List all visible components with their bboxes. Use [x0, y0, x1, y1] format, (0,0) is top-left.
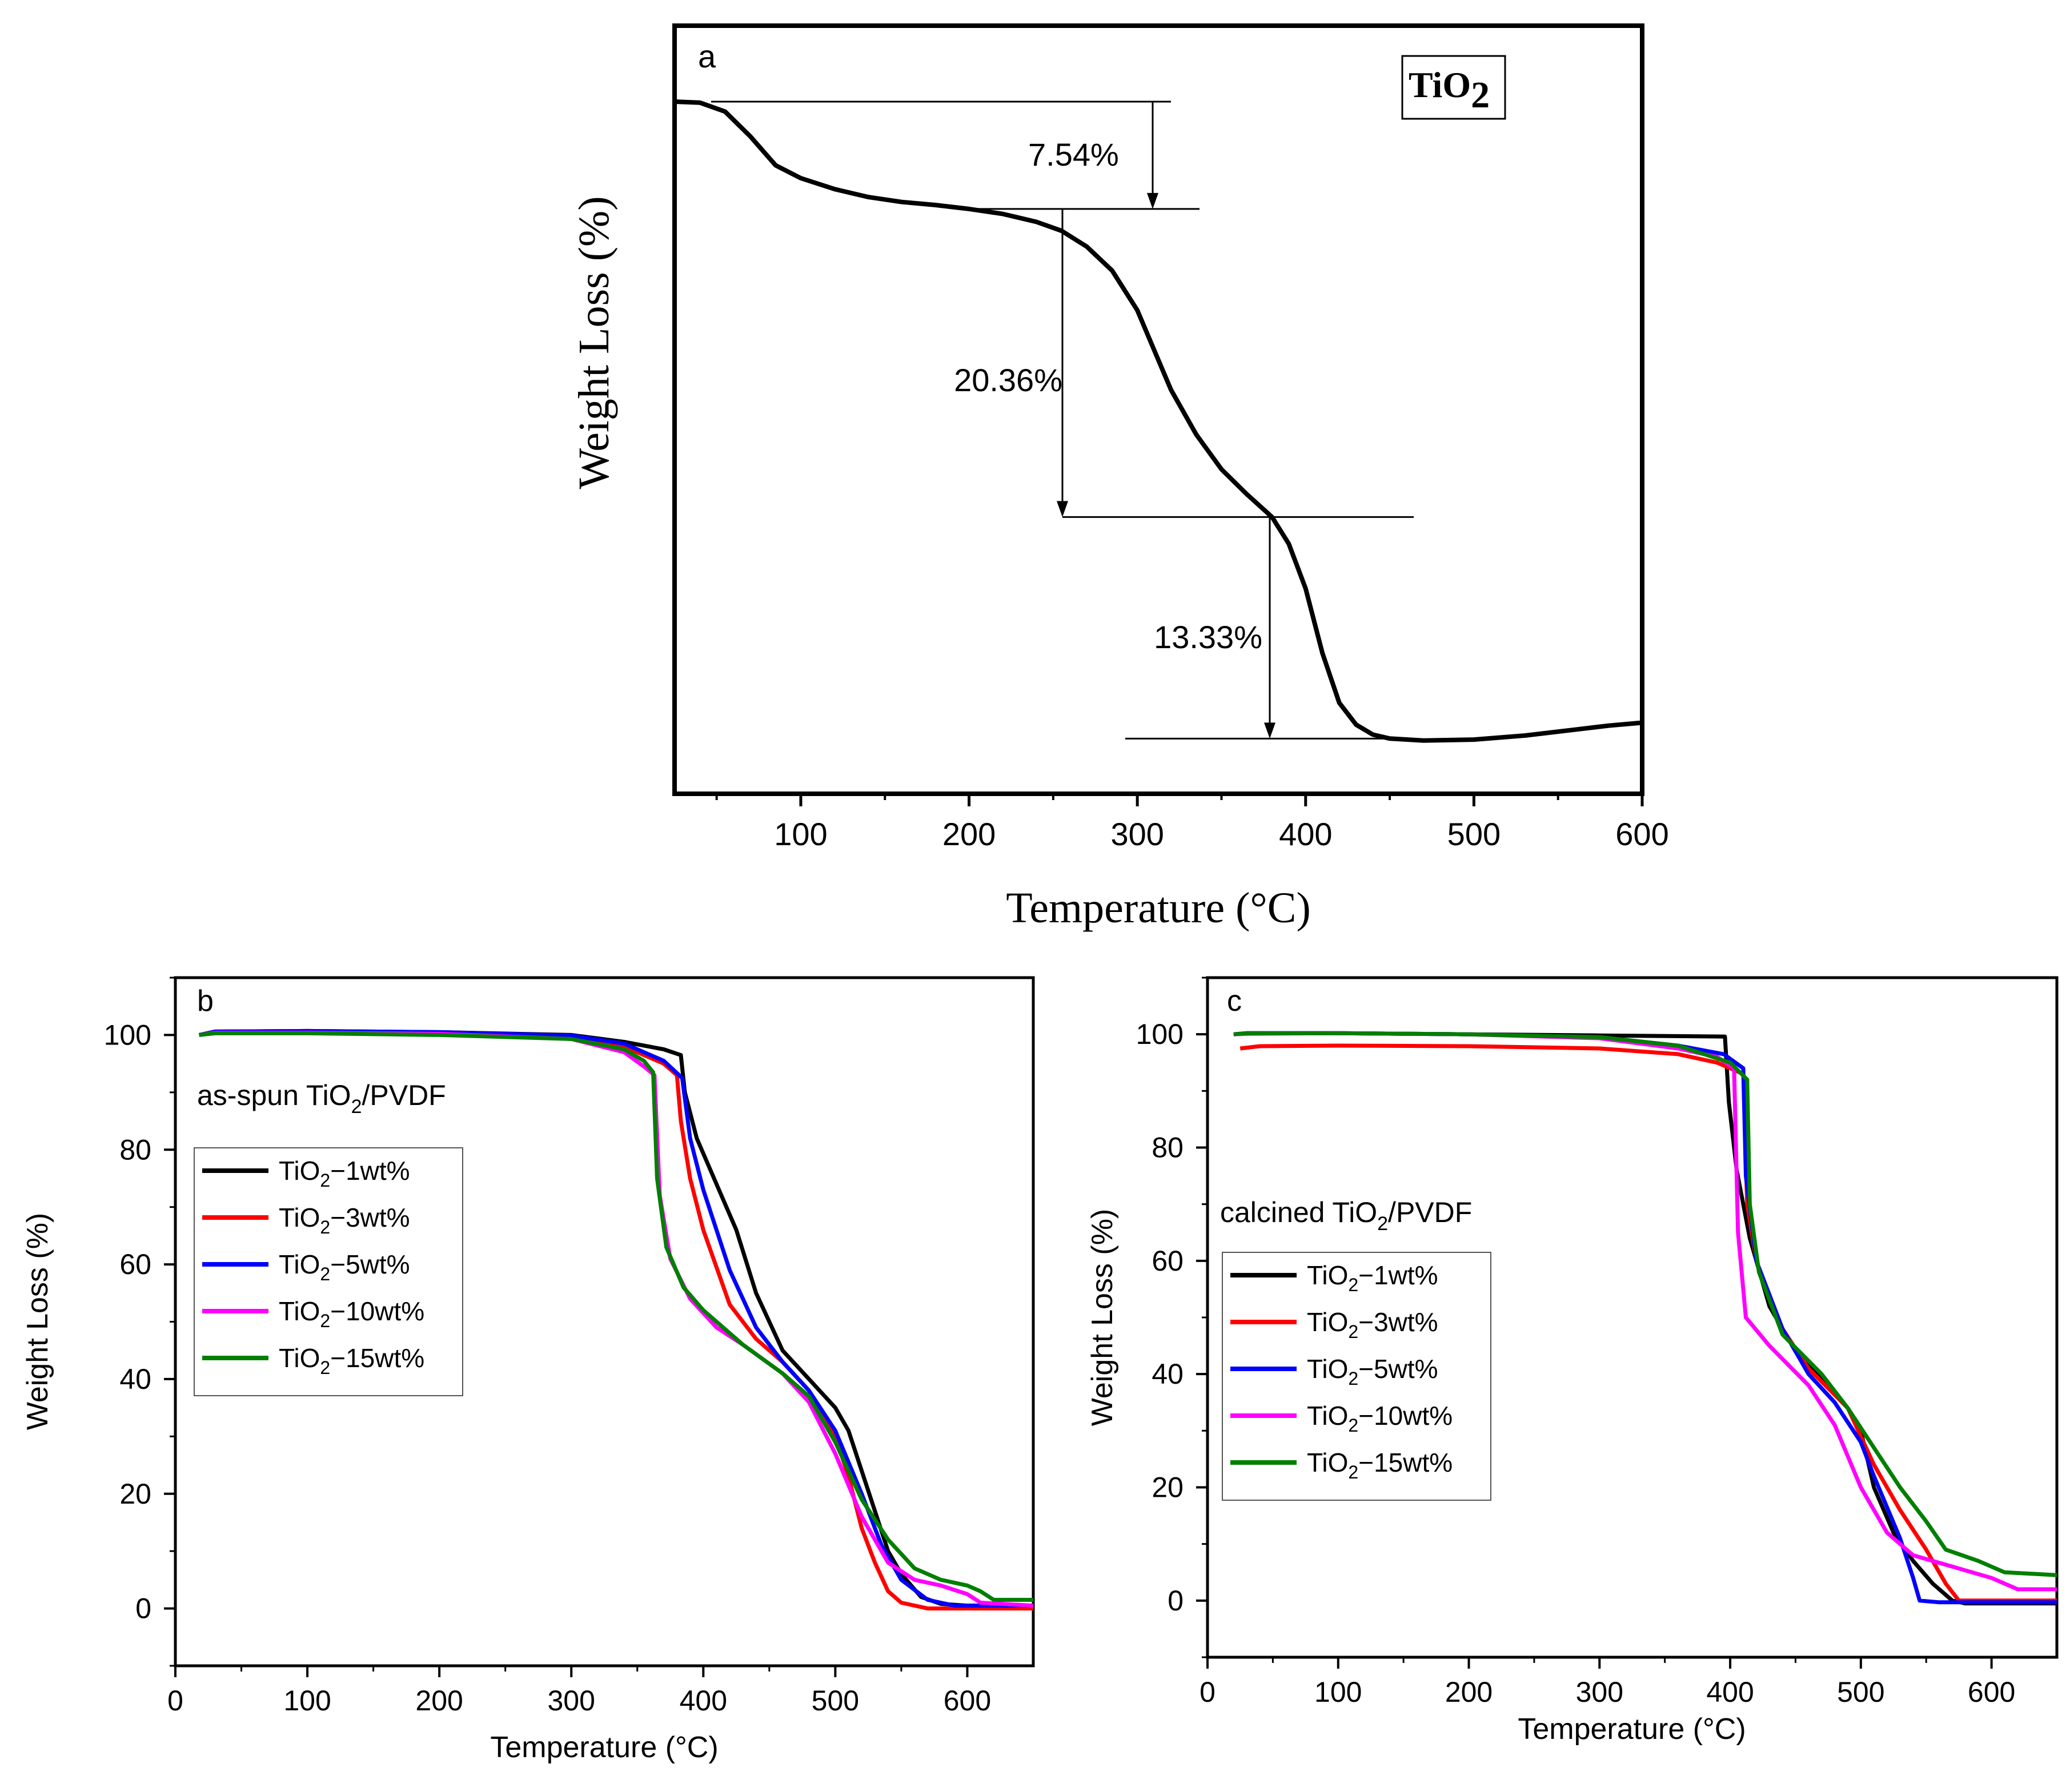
panel-a-x-tick-label: 400 [1279, 816, 1332, 852]
panel-b: 0 100 200 300 400 500 600 0 20 40 60 80 100 b as-spu… [21, 976, 1035, 1764]
panel-b-y-tick-label: 80 [119, 1134, 151, 1166]
panel-b-legend-label: TiO2−1wt% [279, 1156, 410, 1191]
panel-b-y-axis-label: Weight Loss (%) [21, 1213, 54, 1431]
panel-a-arrow-head [1264, 722, 1275, 739]
panel-c-x-tick-label: 100 [1314, 1676, 1362, 1708]
panel-b-x-tick-label: 300 [548, 1685, 595, 1717]
panel-b-legend: TiO2−1wt% TiO2−3wt% TiO2−5wt% TiO2−10wt% TiO… [194, 1147, 463, 1396]
panel-c-y-tick-label: 60 [1152, 1245, 1184, 1277]
panel-c-x-axis-label: Temperature (°C) [1518, 1713, 1746, 1746]
panel-c-series [1233, 1031, 2057, 1606]
panel-b-legend-label: TiO2−15wt% [279, 1343, 424, 1378]
panel-c-x-tick-label: 0 [1200, 1676, 1215, 1708]
panel-a-x-ticks: 100 200 300 400 500 600 [715, 794, 1669, 852]
panel-c-ticks: 0 100 200 300 400 500 600 0 20 40 60 80 100 [1136, 977, 2015, 1708]
panel-c-subtitle: calcined TiO2/PVDF [1220, 1196, 1472, 1235]
panel-b-y-tick-label: 20 [119, 1478, 151, 1510]
panel-a-title: TiO2 [1409, 65, 1490, 116]
panel-a-y-axis-label: Weight Loss (%) [570, 196, 618, 489]
panel-a-step-loss-label: 20.36% [954, 362, 1062, 398]
panel-c-legend-label: TiO2−3wt% [1307, 1307, 1438, 1342]
panel-b-legend-label: TiO2−10wt% [279, 1296, 424, 1331]
panel-a-x-tick-label: 200 [942, 816, 996, 852]
panel-a-title-box [1401, 55, 1506, 120]
panel-c-legend-label: TiO2−10wt% [1307, 1401, 1453, 1436]
panel-b-series [198, 1028, 1034, 1611]
panel-c-y-tick-label: 0 [1168, 1585, 1184, 1617]
panel-b-y-tick-label: 60 [119, 1248, 151, 1280]
panel-b-x-tick-label: 400 [680, 1685, 727, 1717]
panel-a-series [674, 99, 1643, 743]
panel-c-x-tick-label: 600 [1968, 1676, 2015, 1708]
panel-c-y-tick-label: 80 [1152, 1132, 1184, 1164]
panel-a-x-tick-label: 100 [774, 816, 827, 852]
panel-c-y-tick-label: 40 [1152, 1358, 1184, 1390]
panel-b-letter: b [197, 985, 214, 1018]
panel-a-letter: a [698, 38, 716, 74]
panel-a-frame [672, 23, 1644, 796]
panel-a-series-line [674, 99, 1643, 743]
panel-b-x-tick-label: 500 [812, 1685, 859, 1717]
panel-a-x-axis-label: Temperature (°C) [1006, 884, 1311, 932]
panel-c-x-tick-label: 500 [1837, 1676, 1884, 1708]
panel-c-x-tick-label: 200 [1445, 1676, 1493, 1708]
panel-b-x-axis-label: Temperature (°C) [490, 1731, 718, 1764]
panel-a-arrow-head [1057, 501, 1068, 517]
panel-c-legend-box [1222, 1252, 1491, 1501]
panel-b-x-tick-label: 200 [415, 1685, 463, 1717]
panel-a-x-tick-label: 300 [1110, 816, 1164, 852]
panel-a: 100 200 300 400 500 600 7.54% 20.36% 13.33% a T… [570, 23, 1669, 932]
panel-b-x-tick-label: 100 [283, 1685, 331, 1717]
panel-a-step-loss-label: 13.33% [1154, 619, 1262, 655]
panel-b-subtitle: as-spun TiO2/PVDF [197, 1079, 446, 1118]
panel-b-legend-label: TiO2−5wt% [279, 1249, 410, 1284]
panel-a-arrow-head [1147, 192, 1158, 209]
panel-a-step-loss-label: 7.54% [1028, 136, 1119, 172]
panel-c-legend: TiO2−1wt% TiO2−3wt% TiO2−5wt% TiO2−10wt% TiO… [1222, 1252, 1491, 1501]
panel-a-annotations: 7.54% 20.36% 13.33% [711, 101, 1414, 740]
panel-c: 0 100 200 300 400 500 600 0 20 40 60 80 100 c calcin… [1086, 976, 2059, 1746]
panel-b-y-tick-label: 0 [135, 1593, 151, 1625]
panel-c-series-line [1233, 1031, 2057, 1577]
panel-b-legend-box [194, 1147, 463, 1396]
panel-c-legend-label: TiO2−15wt% [1307, 1448, 1453, 1482]
panel-b-y-tick-label: 40 [119, 1363, 151, 1395]
panel-c-y-tick-label: 20 [1152, 1472, 1184, 1504]
panel-b-series-line [199, 1031, 1033, 1602]
panel-c-legend-label: TiO2−5wt% [1307, 1354, 1438, 1389]
panel-b-x-tick-label: 0 [167, 1685, 183, 1717]
panel-b-legend-label: TiO2−3wt% [279, 1203, 410, 1237]
panel-c-legend-label: TiO2−1wt% [1307, 1260, 1438, 1295]
panel-a-x-tick-label: 600 [1615, 816, 1668, 852]
panel-c-y-axis-label: Weight Loss (%) [1086, 1209, 1119, 1427]
panel-a-x-tick-label: 500 [1447, 816, 1501, 852]
panel-c-y-tick-label: 100 [1136, 1018, 1184, 1050]
panel-b-ticks: 0 100 200 300 400 500 600 0 20 40 60 80 100 [104, 977, 991, 1717]
panel-b-y-tick-label: 100 [104, 1019, 151, 1051]
panel-b-x-tick-label: 600 [944, 1685, 991, 1717]
panel-c-x-tick-label: 300 [1576, 1676, 1623, 1708]
panel-c-letter: c [1227, 985, 1242, 1018]
panel-c-x-tick-label: 400 [1706, 1676, 1754, 1708]
